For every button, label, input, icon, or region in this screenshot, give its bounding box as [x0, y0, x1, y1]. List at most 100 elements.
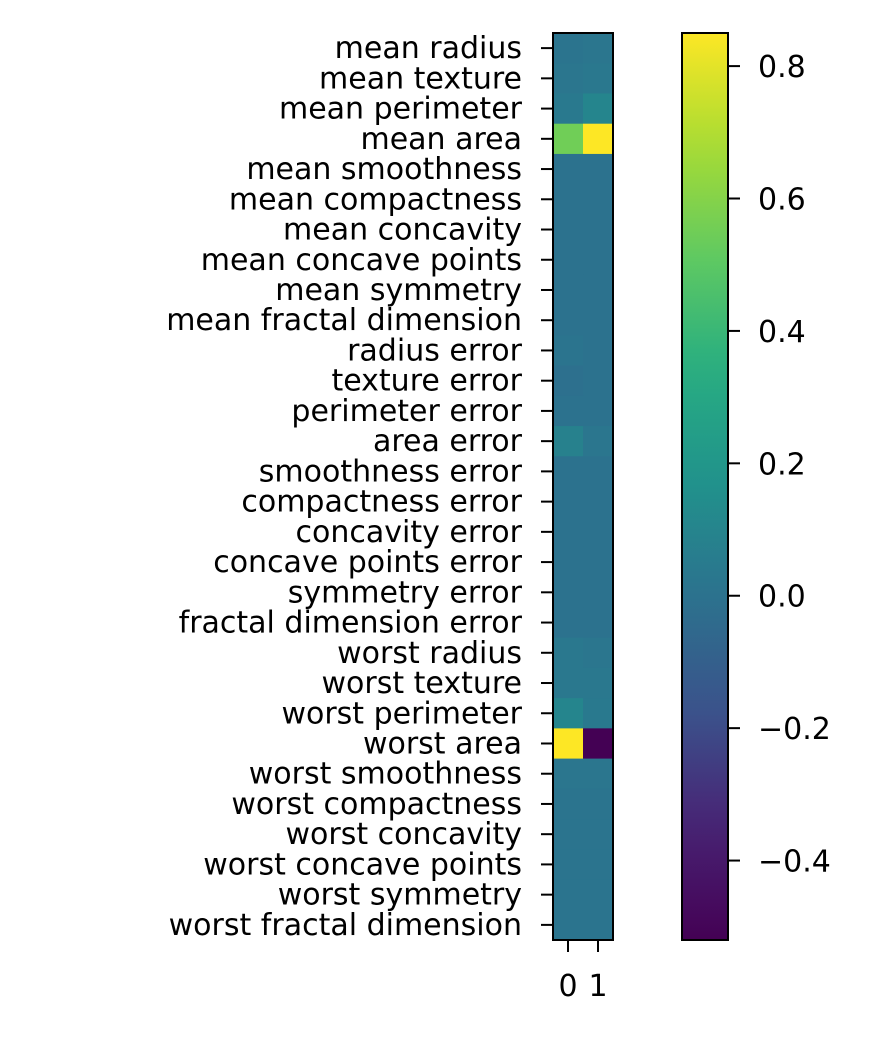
x-tick-label: 1	[588, 969, 607, 1004]
heatmap-cell	[583, 426, 614, 457]
heatmap-cell	[583, 123, 614, 155]
row-label: mean concavity	[283, 213, 522, 248]
row-label: worst concavity	[286, 817, 523, 852]
row-label: mean symmetry	[275, 273, 522, 308]
heatmap-cell	[583, 93, 614, 125]
heatmap-cell	[553, 819, 584, 850]
row-label: mean texture	[319, 61, 522, 96]
row-label: compactness error	[241, 485, 522, 520]
x-tick-label: 0	[558, 969, 577, 1004]
heatmap-cell	[583, 728, 614, 760]
heatmap-cell	[553, 63, 584, 94]
row-label: mean area	[360, 122, 522, 157]
heatmap-cell	[583, 909, 614, 941]
heatmap-cell	[553, 365, 584, 397]
heatmap-cell	[583, 758, 614, 790]
colorbar-tick-label: 0.0	[758, 580, 806, 615]
row-label: concavity error	[295, 515, 522, 550]
heatmap-cell	[553, 274, 584, 306]
heatmap-cell	[583, 244, 614, 276]
heatmap-cell	[583, 849, 614, 881]
heatmap-cell	[553, 123, 584, 155]
row-label: texture error	[331, 364, 522, 399]
heatmap-cell	[553, 93, 584, 125]
row-label: worst compactness	[231, 787, 522, 822]
colorbar-tick-label: −0.2	[758, 712, 831, 747]
heatmap-cell	[583, 456, 614, 487]
colorbar-tick-label: −0.4	[758, 845, 831, 880]
heatmap-cells	[553, 33, 614, 941]
heatmap-cell	[553, 456, 584, 487]
heatmap-cell	[553, 33, 584, 64]
heatmap-cell	[553, 244, 584, 276]
colorbar-tick-label: 0.2	[758, 447, 806, 482]
heatmap-cell	[583, 577, 614, 608]
heatmap-cell	[553, 516, 584, 548]
heatmap-cell	[553, 395, 584, 427]
colorbar-tick-label: 0.6	[758, 183, 806, 218]
heatmap-cell	[583, 546, 614, 578]
row-label: mean perimeter	[279, 92, 523, 127]
heatmap-cell	[553, 849, 584, 881]
heatmap-cell	[553, 879, 584, 911]
heatmap-cell	[583, 33, 614, 64]
heatmap-cell	[553, 305, 584, 336]
heatmap-cell	[583, 395, 614, 427]
heatmap-cell	[583, 305, 614, 336]
heatmap-cell	[553, 546, 584, 578]
heatmap-cell	[553, 698, 584, 729]
row-label: worst texture	[321, 666, 522, 701]
heatmap-cell	[553, 214, 584, 246]
heatmap-cell	[583, 486, 614, 518]
colorbar-ticks: 0.8 0.6 0.4 0.2 0.0 −0.2 −0.4	[728, 50, 831, 880]
heatmap-cell	[583, 637, 614, 669]
row-label: concave points error	[213, 545, 522, 580]
heatmap-cell	[553, 667, 584, 699]
heatmap-cell	[553, 184, 584, 215]
heatmap-cell	[583, 214, 614, 246]
heatmap-cell	[553, 728, 584, 760]
heatmap-cell	[553, 909, 584, 941]
heatmap-cell	[553, 335, 584, 367]
heatmap-cell	[583, 63, 614, 94]
heatmap-cell	[583, 365, 614, 397]
heatmap-cell	[553, 426, 584, 457]
colorbar-tick-label: 0.8	[758, 50, 806, 85]
row-label: worst radius	[337, 636, 522, 671]
heatmap-cell	[583, 274, 614, 306]
heatmap-cell	[553, 758, 584, 790]
heatmap-cell	[553, 577, 584, 608]
colorbar	[681, 32, 729, 941]
row-label: symmetry error	[288, 575, 523, 610]
row-label: perimeter error	[291, 394, 522, 429]
row-label: mean compactness	[229, 182, 522, 217]
heatmap-cell	[553, 153, 584, 185]
heatmap-cell	[583, 667, 614, 699]
heatmap-cell	[583, 335, 614, 367]
heatmap-cell	[583, 516, 614, 548]
row-label: mean concave points	[201, 243, 522, 278]
row-label: mean smoothness	[246, 152, 522, 187]
heatmap-cell	[553, 607, 584, 639]
heatmap-cell	[583, 698, 614, 729]
heatmap-cell	[583, 184, 614, 215]
heatmap-frame	[552, 32, 614, 941]
heatmap-cell	[583, 819, 614, 850]
row-label: smoothness error	[259, 454, 523, 489]
row-label: worst perimeter	[281, 696, 522, 731]
heatmap-cell	[553, 486, 584, 518]
row-label: worst fractal dimension	[169, 908, 522, 943]
heatmap-cell	[553, 637, 584, 669]
heatmap-cell	[583, 879, 614, 911]
row-label: mean radius	[335, 31, 522, 66]
row-label: fractal dimension error	[179, 606, 523, 641]
heatmap-cell	[583, 153, 614, 185]
heatmap-cell	[553, 788, 584, 820]
heatmap-cell	[583, 788, 614, 820]
row-label: worst area	[363, 726, 522, 761]
row-label: worst concave points	[203, 847, 522, 882]
heatmap-cell	[583, 607, 614, 639]
